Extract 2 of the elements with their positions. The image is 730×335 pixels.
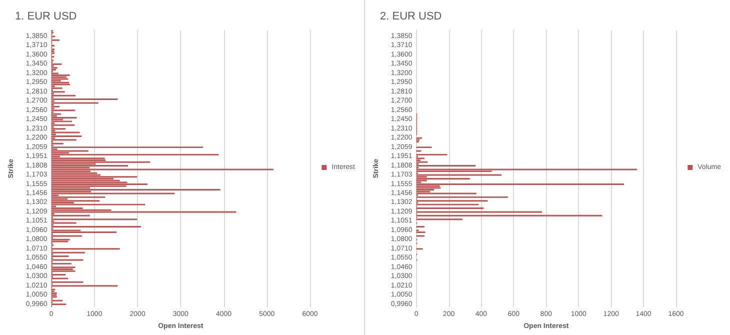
chart-title: 1. EUR USD — [15, 10, 77, 22]
chart-title: 2. EUR USD — [380, 10, 442, 22]
